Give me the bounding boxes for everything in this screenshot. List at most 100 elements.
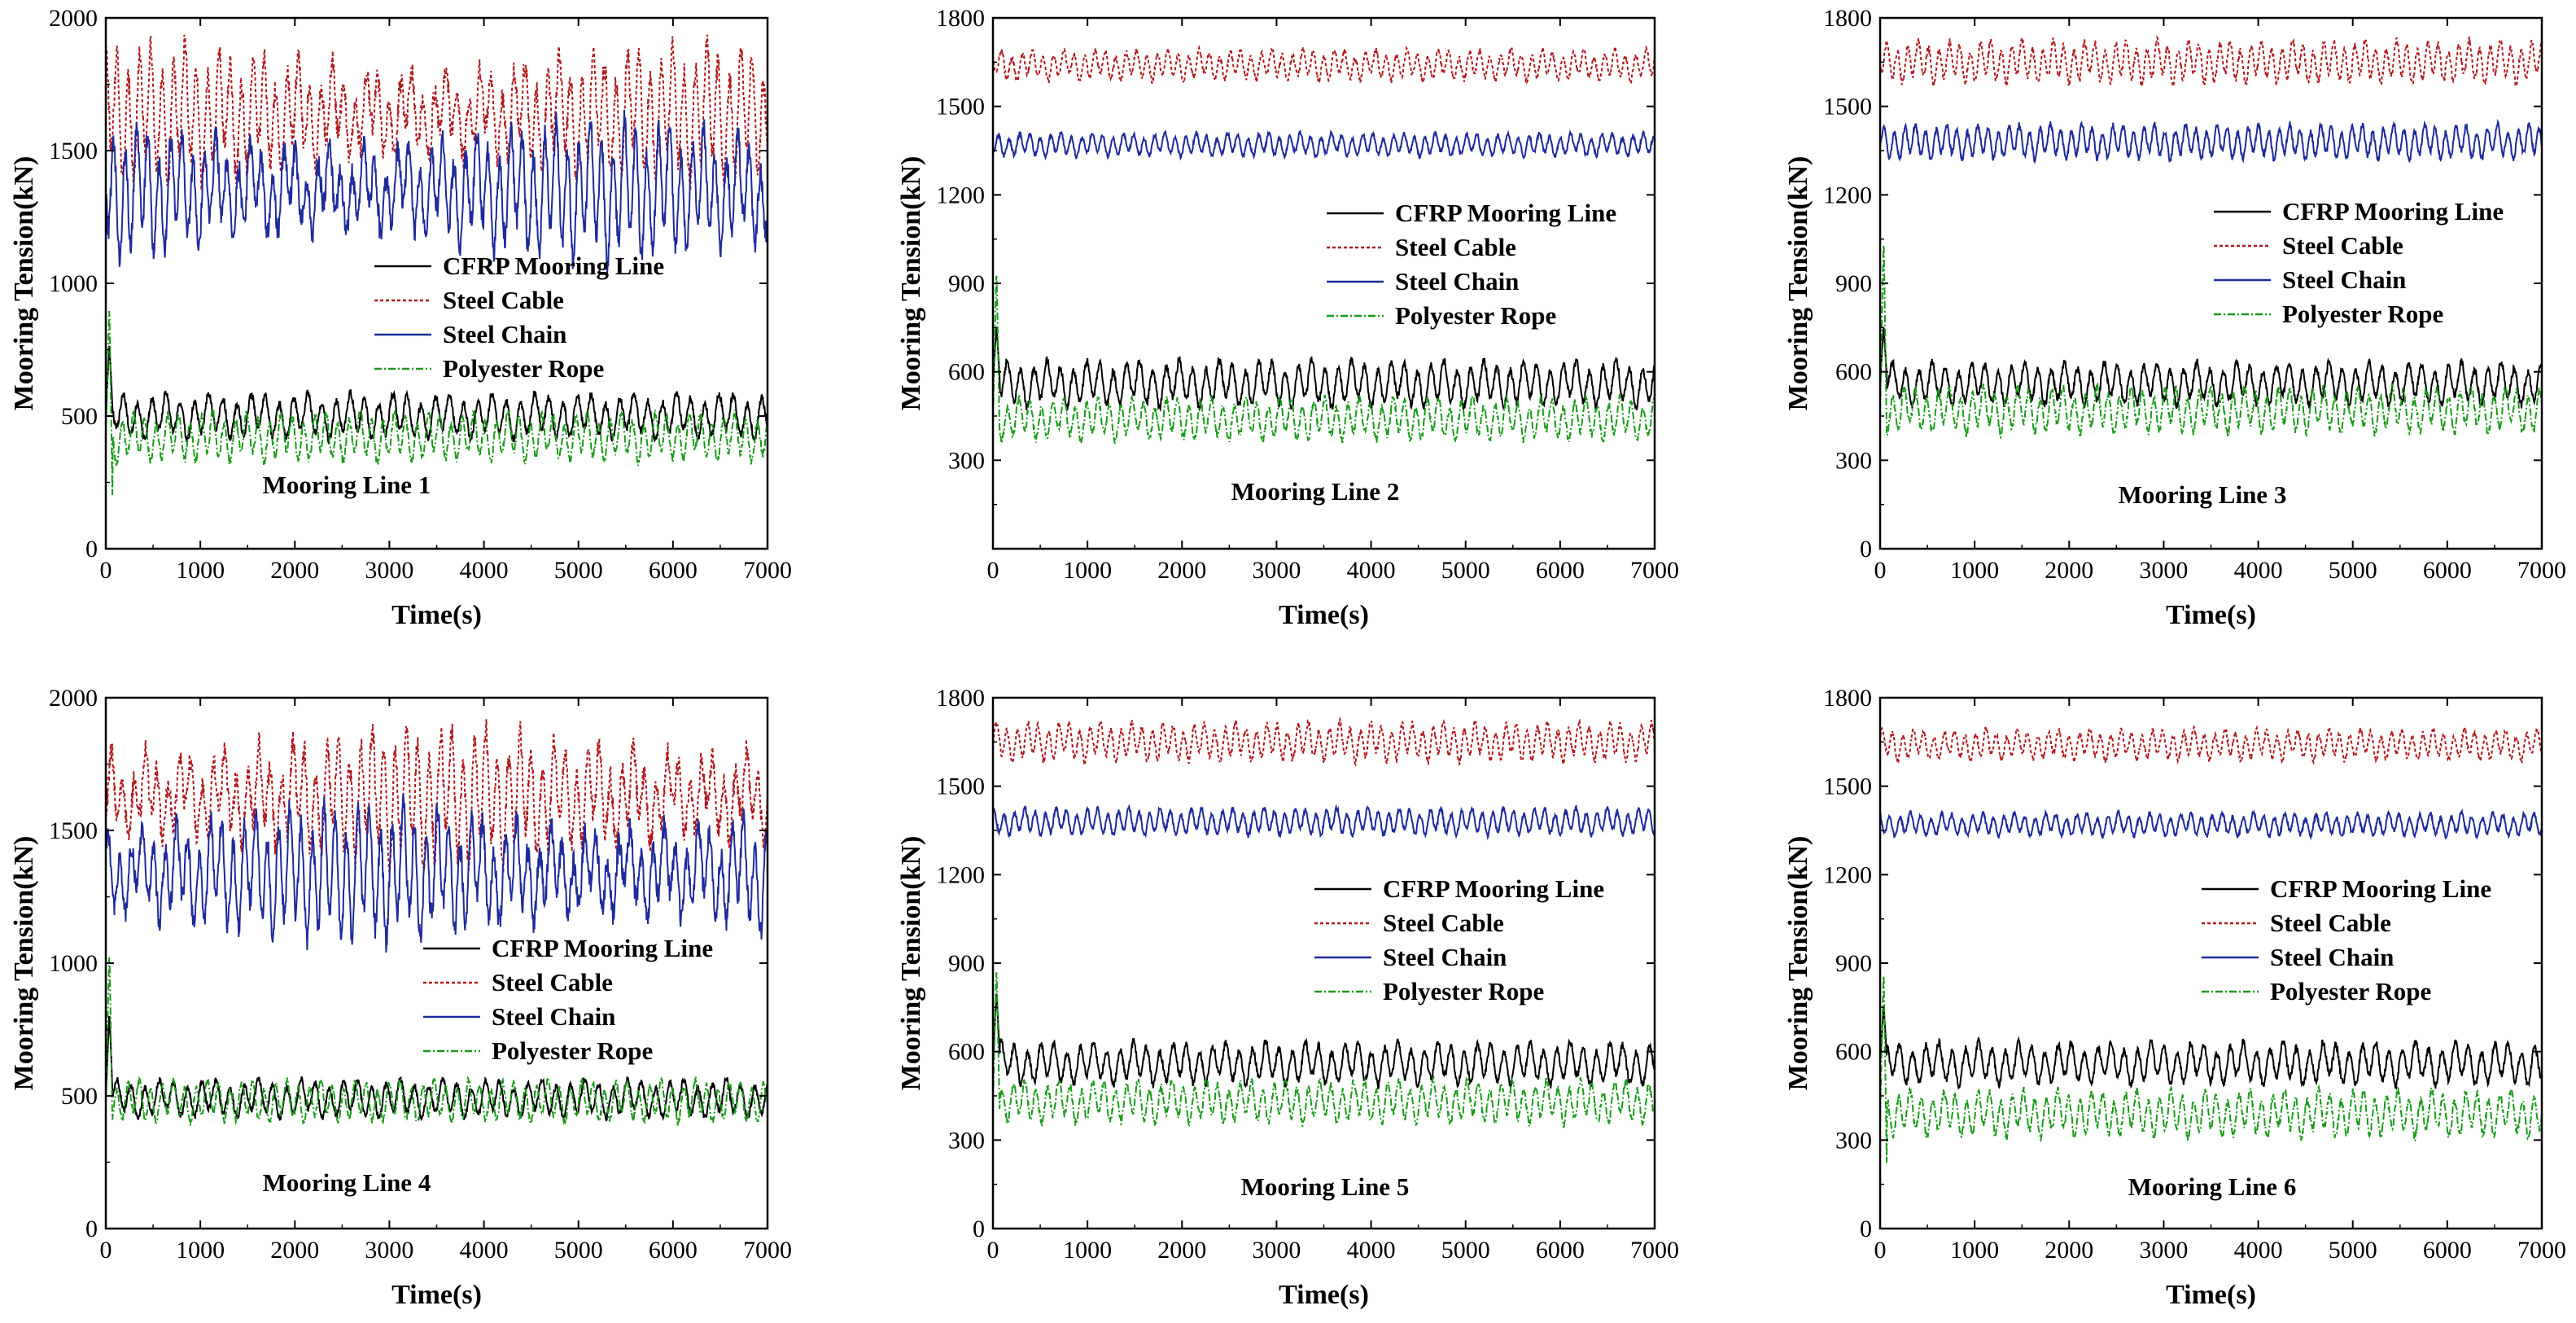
y-tick-label: 600	[1835, 359, 1872, 386]
y-tick-label: 0	[1860, 536, 1872, 563]
series-line-polyester-rope	[106, 310, 768, 496]
x-tick-label: 1000	[176, 557, 225, 584]
x-tick-label: 3000	[1252, 557, 1301, 584]
plot-frame	[1878, 696, 2543, 1230]
y-tick-label: 1800	[1823, 5, 1872, 32]
y-tick-label: 300	[1835, 447, 1872, 474]
x-tick-label: 6000	[1536, 1237, 1585, 1264]
x-tick-label: 6000	[649, 1237, 698, 1264]
series-line-steel-cable	[106, 34, 768, 191]
x-axis-title: Time(s)	[2166, 600, 2256, 630]
x-tick-label: 1000	[1063, 557, 1112, 584]
y-tick-label: 1500	[936, 773, 985, 800]
x-tick-label: 4000	[2234, 1237, 2283, 1264]
legend-label: Steel Cable	[1383, 909, 1504, 937]
legend-label: Steel Chain	[492, 1002, 615, 1031]
series-line-steel-cable	[1880, 725, 2542, 766]
x-tick-label: 6000	[1536, 557, 1585, 584]
y-tick-label: 1000	[49, 270, 98, 297]
chart-panel-5: 0 1000 2000 3000 4000 5000 6000 7000 0 300 600 900 1…	[896, 685, 1679, 1310]
legend-label: CFRP Mooring Line	[1383, 874, 1604, 903]
x-tick-label: 7000	[2517, 557, 2566, 584]
y-axis-title: Mooring Tension(kN)	[1783, 156, 1813, 411]
y-tick-label: 1000	[49, 950, 98, 977]
series-line-cfrp-mooring-line	[106, 1015, 768, 1122]
panel-label: Mooring Line 3	[2119, 480, 2287, 509]
series-lines	[1880, 725, 2542, 1163]
legend-label: Polyester Rope	[2270, 977, 2431, 1005]
legend: CFRP Mooring Line Steel Cable Steel Chain P…	[2202, 874, 2491, 1005]
series-lines	[993, 716, 1655, 1130]
series-line-steel-chain	[1880, 118, 2542, 164]
x-tick-label: 0	[1874, 1237, 1887, 1264]
x-axis-title: Time(s)	[1279, 600, 1369, 630]
series-line-cfrp-mooring-line	[106, 345, 768, 445]
legend-label: Steel Chain	[1383, 943, 1507, 971]
series-lines	[1880, 35, 2542, 440]
x-axis-title: Time(s)	[2166, 1280, 2256, 1310]
legend-label: Polyester Rope	[1395, 301, 1556, 330]
y-tick-label: 500	[61, 403, 98, 430]
x-tick-label: 2000	[270, 557, 319, 584]
series-lines	[106, 719, 768, 1127]
y-tick-label: 300	[948, 447, 985, 474]
x-tick-label: 4000	[460, 557, 509, 584]
x-tick-label: 3000	[2139, 1237, 2188, 1264]
chart-panel-4: 0 1000 2000 3000 4000 5000 6000 7000 0 500 1000 150…	[9, 685, 792, 1310]
y-tick-label: 0	[973, 1216, 985, 1242]
y-tick-label: 1500	[49, 817, 98, 844]
x-tick-label: 4000	[1347, 1237, 1396, 1264]
series-lines	[993, 44, 1655, 447]
y-tick-label: 1200	[936, 182, 985, 208]
y-tick-label: 2000	[49, 5, 98, 32]
x-tick-label: 0	[987, 557, 999, 584]
series-line-steel-chain	[993, 804, 1655, 841]
x-tick-label: 5000	[554, 557, 603, 584]
series-line-steel-cable	[993, 44, 1655, 85]
x-tick-label: 3000	[365, 557, 413, 584]
x-tick-label: 5000	[2329, 1237, 2377, 1264]
y-axis-title: Mooring Tension(kN)	[9, 156, 39, 411]
x-axis-title: Time(s)	[391, 1280, 482, 1310]
y-tick-label: 1500	[1823, 773, 1872, 800]
panel-label: Mooring Line 1	[263, 471, 431, 499]
x-tick-label: 1000	[1950, 557, 1999, 584]
y-tick-label: 300	[948, 1127, 985, 1154]
y-tick-label: 900	[948, 950, 985, 977]
x-tick-label: 7000	[743, 557, 792, 584]
x-tick-label: 2000	[1157, 557, 1206, 584]
legend-label: Steel Cable	[2282, 231, 2403, 260]
series-line-steel-chain	[993, 129, 1655, 161]
x-tick-label: 7000	[1630, 557, 1679, 584]
series-line-cfrp-mooring-line	[993, 327, 1655, 413]
x-tick-label: 0	[987, 1237, 999, 1264]
legend-label: Steel Chain	[1395, 267, 1519, 296]
panel-label: Mooring Line 4	[263, 1168, 431, 1197]
y-tick-label: 1500	[49, 138, 98, 164]
x-tick-label: 3000	[365, 1237, 413, 1264]
series-line-steel-cable	[106, 719, 768, 874]
x-tick-label: 4000	[460, 1237, 509, 1264]
legend: CFRP Mooring Line Steel Cable Steel Chain P…	[423, 934, 713, 1065]
y-tick-label: 600	[948, 1039, 985, 1066]
x-tick-label: 4000	[2234, 557, 2283, 584]
x-tick-label: 6000	[2423, 557, 2472, 584]
legend: CFRP Mooring Line Steel Cable Steel Chain P…	[1314, 874, 1604, 1005]
series-line-polyester-rope	[993, 972, 1655, 1130]
x-tick-label: 5000	[2329, 557, 2377, 584]
legend-label: CFRP Mooring Line	[2282, 197, 2504, 226]
legend-label: Steel Cable	[1395, 233, 1516, 261]
y-tick-label: 1800	[1823, 685, 1872, 712]
x-tick-label: 4000	[1347, 557, 1396, 584]
chart-panels: 0 1000 2000 3000 4000 5000 6000 700005001000150…	[9, 5, 2566, 1310]
legend: CFRP Mooring Line Steel Cable Steel Chain P…	[374, 252, 664, 383]
legend-label: CFRP Mooring Line	[492, 934, 713, 962]
x-tick-label: 2000	[270, 1237, 319, 1264]
chart-panel-2: 0 1000 2000 3000 4000 5000 6000 7000 300 600 900 12…	[896, 5, 1679, 630]
y-tick-label: 1800	[936, 5, 985, 32]
legend-label: CFRP Mooring Line	[2270, 874, 2491, 903]
x-tick-label: 5000	[1441, 557, 1490, 584]
y-tick-label: 600	[948, 359, 985, 386]
y-tick-label: 2000	[49, 685, 98, 712]
legend-label: Polyester Rope	[2282, 300, 2443, 328]
